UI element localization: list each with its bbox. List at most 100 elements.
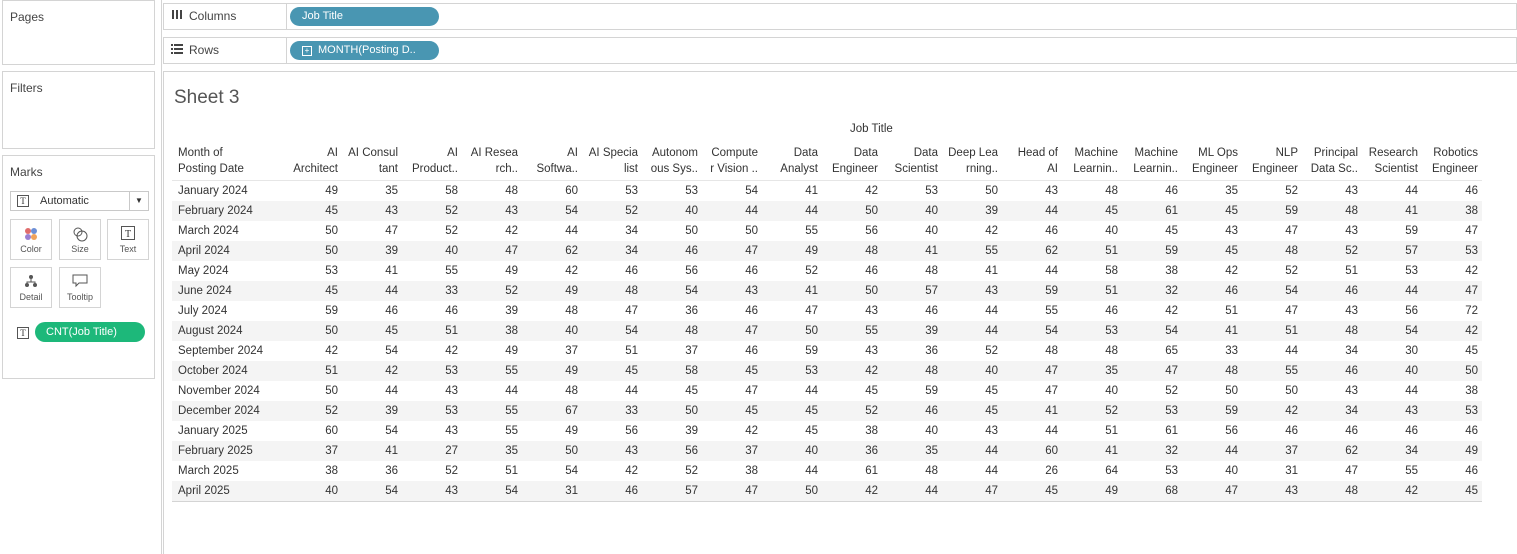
table-cell[interactable]: 48 xyxy=(1242,241,1302,261)
table-cell[interactable]: 38 xyxy=(462,321,522,341)
table-cell[interactable]: 53 xyxy=(1165,465,1178,477)
table-cell[interactable]: 33 xyxy=(582,401,642,421)
table-cell[interactable]: 41 xyxy=(1362,201,1422,221)
table-cell[interactable]: 50 xyxy=(325,385,338,397)
table-cell[interactable]: 44 xyxy=(985,465,998,477)
table-cell[interactable]: 52 xyxy=(985,345,998,357)
table-cell[interactable]: 55 xyxy=(462,401,522,421)
table-cell[interactable]: 59 xyxy=(1002,281,1062,301)
table-cell[interactable]: 47 xyxy=(462,241,522,261)
table-cell[interactable]: 41 xyxy=(385,265,398,277)
table-cell[interactable]: 50 xyxy=(287,321,342,341)
table-cell[interactable]: 46 xyxy=(1285,425,1298,437)
table-cell[interactable]: 52 xyxy=(402,201,462,221)
column-header[interactable]: Data Engineer xyxy=(822,145,882,181)
table-cell[interactable]: 40 xyxy=(1225,465,1238,477)
table-cell[interactable]: 36 xyxy=(822,441,882,461)
table-cell[interactable]: 45 xyxy=(702,401,762,421)
table-cell[interactable]: 41 xyxy=(805,185,818,197)
table-cell[interactable]: 44 xyxy=(1362,281,1422,301)
table-cell[interactable]: 32 xyxy=(1122,441,1182,461)
table-cell[interactable]: 40 xyxy=(402,241,462,261)
table-cell[interactable]: 53 xyxy=(1122,401,1182,421)
table-cell[interactable]: 48 xyxy=(882,361,942,381)
table-cell[interactable]: 42 xyxy=(445,345,458,357)
table-cell[interactable]: 40 xyxy=(882,201,942,221)
table-cell[interactable]: 43 xyxy=(445,425,458,437)
table-cell[interactable]: 52 xyxy=(1302,241,1362,261)
table-cell[interactable]: 51 xyxy=(625,345,638,357)
column-header[interactable]: Research Scientist xyxy=(1362,145,1422,181)
table-cell[interactable]: 35 xyxy=(1225,185,1238,197)
table-cell[interactable]: 46 xyxy=(1345,425,1358,437)
table-cell[interactable]: 50 xyxy=(822,281,882,301)
table-cell[interactable]: 52 xyxy=(582,201,642,221)
table-cell[interactable]: 44 xyxy=(985,305,998,317)
table-cell[interactable]: 44 xyxy=(625,385,638,397)
table-cell[interactable]: 46 xyxy=(745,345,758,357)
table-cell[interactable]: 53 xyxy=(402,361,462,381)
table-cell[interactable]: 40 xyxy=(287,481,342,502)
pages-shelf[interactable]: Pages xyxy=(2,0,155,65)
table-cell[interactable]: 44 xyxy=(1285,345,1298,357)
table-cell[interactable]: 59 xyxy=(1122,241,1182,261)
table-cell[interactable]: 47 xyxy=(385,225,398,237)
table-cell[interactable]: 43 xyxy=(1362,401,1422,421)
table-cell[interactable]: 48 xyxy=(822,241,882,261)
table-cell[interactable]: 53 xyxy=(685,185,698,197)
table-cell[interactable]: 72 xyxy=(1465,305,1478,317)
table-cell[interactable]: 55 xyxy=(942,241,1002,261)
column-header[interactable]: Principal Data Sc.. xyxy=(1302,145,1362,181)
table-cell[interactable]: 51 xyxy=(1062,281,1122,301)
table-cell[interactable]: 47 xyxy=(942,481,1002,502)
table-cell[interactable]: 49 xyxy=(565,425,578,437)
table-cell[interactable]: 39 xyxy=(342,241,402,261)
table-cell[interactable]: 54 xyxy=(745,185,758,197)
table-cell[interactable]: 39 xyxy=(942,201,1002,221)
table-cell[interactable]: 45 xyxy=(702,361,762,381)
table-cell[interactable]: 45 xyxy=(287,281,342,301)
table-cell[interactable]: 53 xyxy=(1422,241,1482,261)
table-cell[interactable]: 47 xyxy=(1002,361,1062,381)
table-cell[interactable]: 52 xyxy=(445,465,458,477)
table-cell[interactable]: 55 xyxy=(822,321,882,341)
table-cell[interactable]: 36 xyxy=(925,345,938,357)
table-cell[interactable]: 54 xyxy=(462,481,522,502)
row-label[interactable]: August 2024 xyxy=(172,321,287,341)
table-cell[interactable]: 38 xyxy=(745,465,758,477)
table-cell[interactable]: 52 xyxy=(1285,265,1298,277)
table-cell[interactable]: 45 xyxy=(1182,201,1242,221)
table-cell[interactable]: 55 xyxy=(462,361,522,381)
table-cell[interactable]: 55 xyxy=(1405,465,1418,477)
column-header[interactable]: Machine Learnin.. xyxy=(1062,145,1122,181)
table-cell[interactable]: 52 xyxy=(445,225,458,237)
table-cell[interactable]: 61 xyxy=(1165,425,1178,437)
table-cell[interactable]: 42 xyxy=(822,481,882,502)
table-cell[interactable]: 59 xyxy=(1405,225,1418,237)
table-cell[interactable]: 43 xyxy=(985,425,998,437)
table-cell[interactable]: 39 xyxy=(685,425,698,437)
table-cell[interactable]: 46 xyxy=(1405,425,1418,437)
table-cell[interactable]: 54 xyxy=(522,201,582,221)
column-header[interactable]: Machine Learnin.. xyxy=(1122,145,1182,181)
table-cell[interactable]: 38 xyxy=(1422,201,1482,221)
table-cell[interactable]: 49 xyxy=(505,265,518,277)
table-cell[interactable]: 41 xyxy=(1002,401,1062,421)
table-cell[interactable]: 26 xyxy=(1045,465,1058,477)
table-cell[interactable]: 43 xyxy=(1345,385,1358,397)
table-cell[interactable]: 58 xyxy=(445,185,458,197)
table-cell[interactable]: 62 xyxy=(1002,241,1062,261)
table-cell[interactable]: 37 xyxy=(287,441,342,461)
table-cell[interactable]: 57 xyxy=(1362,241,1422,261)
table-cell[interactable]: 35 xyxy=(882,441,942,461)
table-cell[interactable]: 47 xyxy=(625,305,638,317)
table-cell[interactable]: 46 xyxy=(1105,305,1118,317)
table-cell[interactable]: 49 xyxy=(522,361,582,381)
table-cell[interactable]: 45 xyxy=(685,385,698,397)
table-cell[interactable]: 43 xyxy=(865,305,878,317)
table-cell[interactable]: 47 xyxy=(1045,385,1058,397)
table-cell[interactable]: 41 xyxy=(1062,441,1122,461)
table-cell[interactable]: 48 xyxy=(565,385,578,397)
table-cell[interactable]: 44 xyxy=(1002,201,1062,221)
table-cell[interactable]: 67 xyxy=(522,401,582,421)
